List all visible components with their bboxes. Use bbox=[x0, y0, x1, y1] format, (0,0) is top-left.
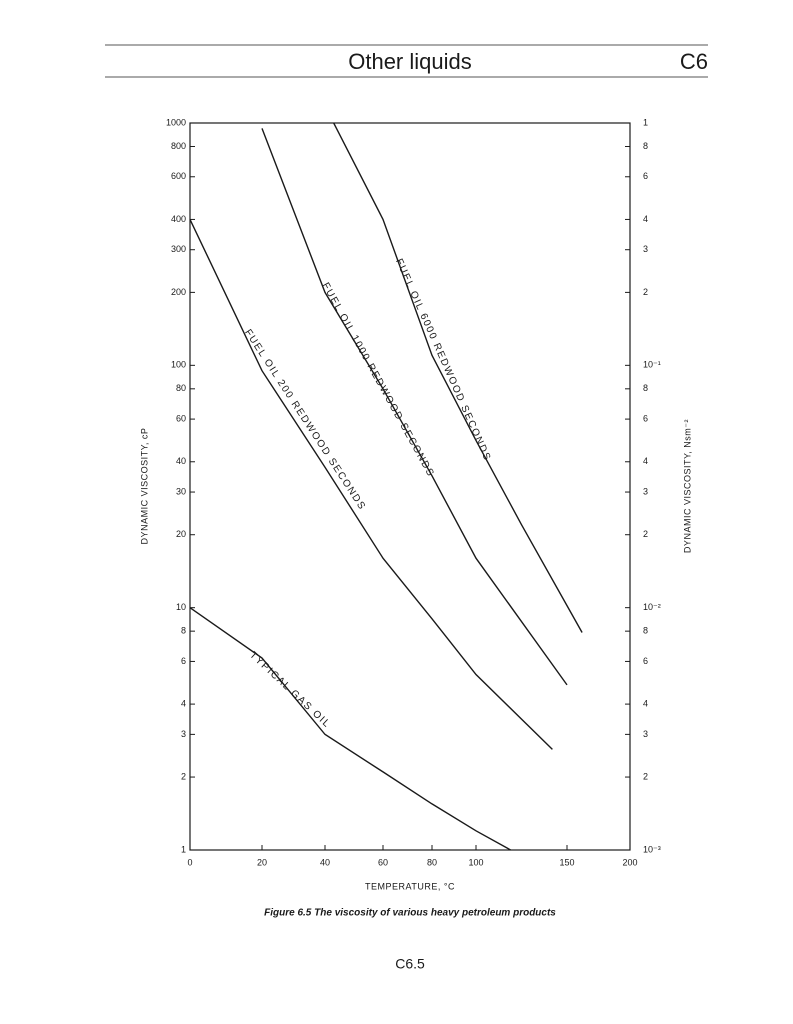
y2-tick-label: 8 bbox=[643, 383, 648, 393]
curve-label: TYPICAL GAS OIL bbox=[247, 650, 332, 731]
x-axis-label: TEMPERATURE, °C bbox=[365, 881, 455, 891]
curve-label: FUEL OIL 200 REDWOOD SECONDS bbox=[242, 328, 368, 513]
header-section: C6 bbox=[680, 49, 708, 74]
y2-tick-label: 3 bbox=[643, 244, 648, 254]
curve bbox=[333, 122, 583, 633]
x-tick-label: 0 bbox=[187, 857, 192, 867]
y-tick-label: 30 bbox=[176, 486, 186, 496]
y2-axis-label: DYNAMIC VISCOSITY, Nsm⁻² bbox=[682, 419, 692, 553]
y2-tick-label: 10⁻¹ bbox=[643, 360, 661, 370]
curve bbox=[189, 219, 553, 750]
y-tick-label: 10 bbox=[176, 602, 186, 612]
x-tick-label: 200 bbox=[622, 857, 637, 867]
y-tick-label: 20 bbox=[176, 529, 186, 539]
y2-tick-label: 2 bbox=[643, 287, 648, 297]
curve bbox=[189, 607, 511, 851]
y-tick-label: 200 bbox=[171, 287, 186, 297]
y2-tick-label: 10⁻² bbox=[643, 602, 661, 612]
y2-tick-label: 6 bbox=[643, 656, 648, 666]
y-tick-label: 600 bbox=[171, 171, 186, 181]
y-tick-label: 80 bbox=[176, 383, 186, 393]
y2-tick-label: 2 bbox=[643, 529, 648, 539]
caption: Figure 6.5 The viscosity of various heav… bbox=[264, 908, 556, 919]
y2-tick-label: 4 bbox=[643, 456, 648, 466]
y-tick-label: 800 bbox=[171, 141, 186, 151]
y2-tick-label: 3 bbox=[643, 729, 648, 739]
x-tick-label: 20 bbox=[257, 857, 267, 867]
page-number: C6.5 bbox=[395, 956, 425, 972]
y2-tick-label: 8 bbox=[643, 141, 648, 151]
y-tick-label: 4 bbox=[181, 698, 186, 708]
y-tick-label: 6 bbox=[181, 656, 186, 666]
y-tick-label: 1000 bbox=[166, 117, 186, 127]
y2-tick-label: 4 bbox=[643, 698, 648, 708]
header-title: Other liquids bbox=[348, 49, 472, 74]
y-tick-label: 2 bbox=[181, 771, 186, 781]
x-tick-label: 40 bbox=[320, 857, 330, 867]
x-tick-label: 150 bbox=[559, 857, 574, 867]
y-tick-label: 100 bbox=[171, 360, 186, 370]
y-tick-label: 400 bbox=[171, 214, 186, 224]
y2-tick-label: 3 bbox=[643, 486, 648, 496]
y2-tick-label: 4 bbox=[643, 214, 648, 224]
curve bbox=[261, 128, 568, 686]
y-tick-label: 8 bbox=[181, 626, 186, 636]
y2-tick-label: 2 bbox=[643, 771, 648, 781]
y-tick-label: 300 bbox=[171, 244, 186, 254]
plot-frame bbox=[189, 122, 631, 851]
y2-tick-label: 6 bbox=[643, 413, 648, 423]
y2-tick-label: 6 bbox=[643, 171, 648, 181]
y-tick-label: 60 bbox=[176, 413, 186, 423]
y-tick-label: 40 bbox=[176, 456, 186, 466]
y2-tick-label: 10⁻³ bbox=[643, 844, 661, 854]
y2-tick-label: 8 bbox=[643, 626, 648, 636]
y-tick-label: 3 bbox=[181, 729, 186, 739]
x-tick-label: 100 bbox=[468, 857, 483, 867]
x-tick-label: 60 bbox=[378, 857, 388, 867]
y-axis-label: DYNAMIC VISCOSITY, cP bbox=[139, 428, 149, 545]
x-tick-label: 80 bbox=[427, 857, 437, 867]
y-tick-label: 1 bbox=[181, 844, 186, 854]
y2-tick-label: 1 bbox=[643, 117, 648, 127]
